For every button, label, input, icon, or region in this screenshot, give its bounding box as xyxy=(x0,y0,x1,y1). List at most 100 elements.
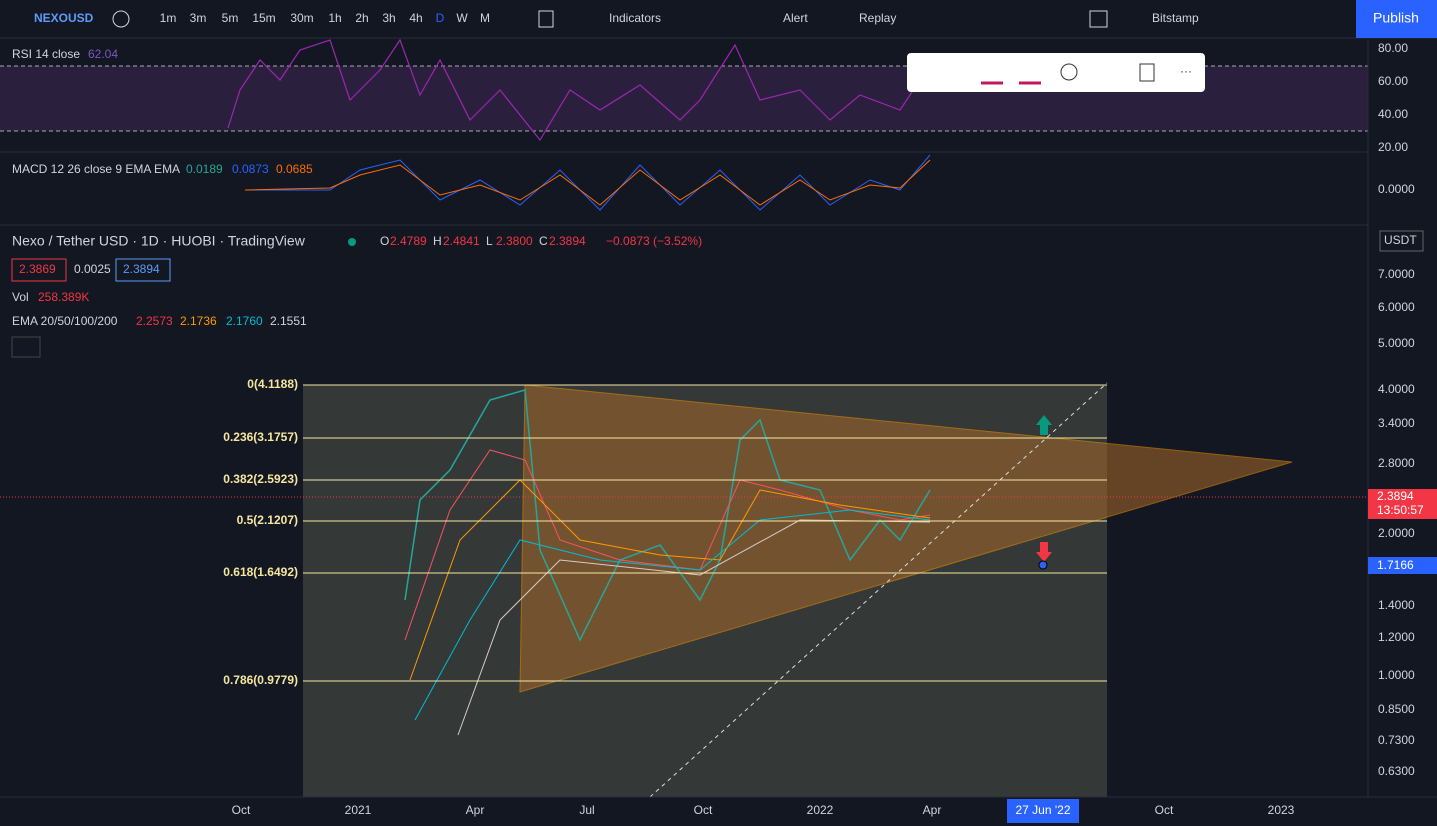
main-title: Nexo / Tether USD · 1D · HUOBI · Trading… xyxy=(12,233,306,249)
countdown: 13:50:57 xyxy=(1377,503,1424,517)
price-axis-label: 5.0000 xyxy=(1378,336,1415,350)
ema-50 xyxy=(409,479,931,681)
fib-label: 0(4.1188) xyxy=(247,377,298,391)
ohlc-value: 2.3894 xyxy=(549,234,586,248)
price-axis-label: 3.4000 xyxy=(1378,416,1415,430)
alert[interactable]: Alert xyxy=(783,11,808,25)
layout[interactable] xyxy=(1089,10,1108,28)
interval[interactable]: W xyxy=(456,11,468,25)
quote: 2.3869 xyxy=(19,262,56,276)
settings[interactable] xyxy=(1060,63,1078,81)
ohlc-value: 2.4789 xyxy=(390,234,427,248)
rsi-axis-label: 20.00 xyxy=(1378,140,1408,154)
price-axis-label: 0.6300 xyxy=(1378,764,1415,778)
currency-box[interactable] xyxy=(1379,230,1424,252)
macd-label: MACD 12 26 close 9 EMA EMA xyxy=(12,162,180,176)
trend-line xyxy=(649,382,1108,798)
interval[interactable]: 1m xyxy=(160,11,177,25)
replay[interactable]: Replay xyxy=(859,11,896,25)
interval[interactable]: 5m xyxy=(222,11,239,25)
fib-label: 0.786(0.9779) xyxy=(223,673,298,687)
drawing-toolbar xyxy=(907,53,1205,92)
time-cursor: 27 Jun '22 xyxy=(1015,803,1070,817)
price-axis-label: 1.0000 xyxy=(1378,668,1415,682)
ohlc-label: L xyxy=(486,234,493,248)
vol-value: 258.389K xyxy=(38,290,89,304)
interval[interactable]: D xyxy=(436,11,445,25)
macd-value: 0.0685 xyxy=(276,162,313,176)
add-symbol[interactable] xyxy=(112,10,130,28)
macd-axis-label: 0.0000 xyxy=(1378,182,1415,196)
rsi-line xyxy=(227,38,921,142)
down-arrow xyxy=(1036,542,1052,562)
ohlc-value: 2.4841 xyxy=(443,234,480,248)
ema-value: 2.2573 xyxy=(136,314,173,328)
interval[interactable]: 15m xyxy=(252,11,275,25)
fib-label: 0.618(1.6492) xyxy=(223,565,298,579)
exchange[interactable]: Bitstamp xyxy=(1152,11,1199,25)
chart-type[interactable] xyxy=(538,10,554,28)
ema-value: 2.1551 xyxy=(270,314,307,328)
time-axis-label: Oct xyxy=(694,803,713,817)
publish-button[interactable] xyxy=(1356,0,1437,38)
time-axis-label: 2021 xyxy=(345,803,372,817)
time-axis-label: 2023 xyxy=(1268,803,1295,817)
ema-value: 2.1736 xyxy=(180,314,217,328)
price-series xyxy=(404,389,931,642)
ema-100 xyxy=(414,509,931,721)
interval[interactable]: 1h xyxy=(328,11,341,25)
ema-200 xyxy=(457,519,931,736)
fib-label: 0.5(2.1207) xyxy=(237,513,298,527)
price-axis-label: 6.0000 xyxy=(1378,300,1415,314)
interval[interactable]: 2h xyxy=(355,11,368,25)
currency[interactable]: USDT xyxy=(1384,233,1417,247)
status-dot xyxy=(348,238,356,246)
vol-label: Vol xyxy=(12,290,29,304)
ohlc-label: O xyxy=(380,234,389,248)
ohlc-value: 2.3800 xyxy=(496,234,533,248)
marker xyxy=(1038,560,1048,570)
rsi-axis-label: 80.00 xyxy=(1378,41,1408,55)
rsi-value: 62.04 xyxy=(88,47,118,61)
interval[interactable]: 30m xyxy=(290,11,313,25)
price-axis-label: 0.8500 xyxy=(1378,702,1415,716)
macd-value: 0.0873 xyxy=(232,162,269,176)
rsi-axis-label: 40.00 xyxy=(1378,107,1408,121)
interval[interactable]: 4h xyxy=(409,11,422,25)
symbol[interactable]: NEXOUSD xyxy=(34,11,94,25)
triangle-drawing xyxy=(519,384,1293,693)
delete[interactable] xyxy=(1139,63,1155,82)
interval[interactable]: 3m xyxy=(190,11,207,25)
price-axis-label: 4.0000 xyxy=(1378,382,1415,396)
quote: 2.3894 xyxy=(123,262,160,276)
time-axis-label: Apr xyxy=(923,803,942,817)
interval[interactable]: M xyxy=(480,11,490,25)
ema-value: 2.1760 xyxy=(226,314,263,328)
ohlc-label: C xyxy=(539,234,548,248)
marker-price: 1.7166 xyxy=(1377,558,1414,572)
price-axis xyxy=(1368,39,1437,797)
more[interactable]: ··· xyxy=(1180,64,1192,78)
time-axis-label: Oct xyxy=(1155,803,1174,817)
quote-box xyxy=(11,258,67,282)
interval[interactable]: 3h xyxy=(382,11,395,25)
time-cursor-tag xyxy=(1007,799,1079,823)
indicators[interactable]: Indicators xyxy=(609,11,661,25)
ohlc-label: H xyxy=(433,234,442,248)
price-axis-label: 2.0000 xyxy=(1378,526,1415,540)
top-toolbar xyxy=(0,0,1437,38)
collapse[interactable] xyxy=(11,336,41,358)
rsi-label: RSI 14 close xyxy=(12,47,80,61)
price-axis-label: 7.0000 xyxy=(1378,267,1415,281)
publish[interactable]: Publish xyxy=(1373,10,1419,26)
signal-line xyxy=(244,159,931,206)
time-axis-label: Jul xyxy=(579,803,594,817)
time-axis-label: Oct xyxy=(232,803,251,817)
last-price: 2.3894 xyxy=(1377,489,1414,503)
price-axis-label: 1.4000 xyxy=(1378,598,1415,612)
last-price-tag xyxy=(1368,489,1437,519)
marker-price-tag xyxy=(1368,557,1437,574)
ema-label: EMA 20/50/100/200 xyxy=(12,314,118,328)
fib-label: 0.236(3.1757) xyxy=(223,430,298,444)
fib-label: 0.382(2.5923) xyxy=(223,472,298,486)
